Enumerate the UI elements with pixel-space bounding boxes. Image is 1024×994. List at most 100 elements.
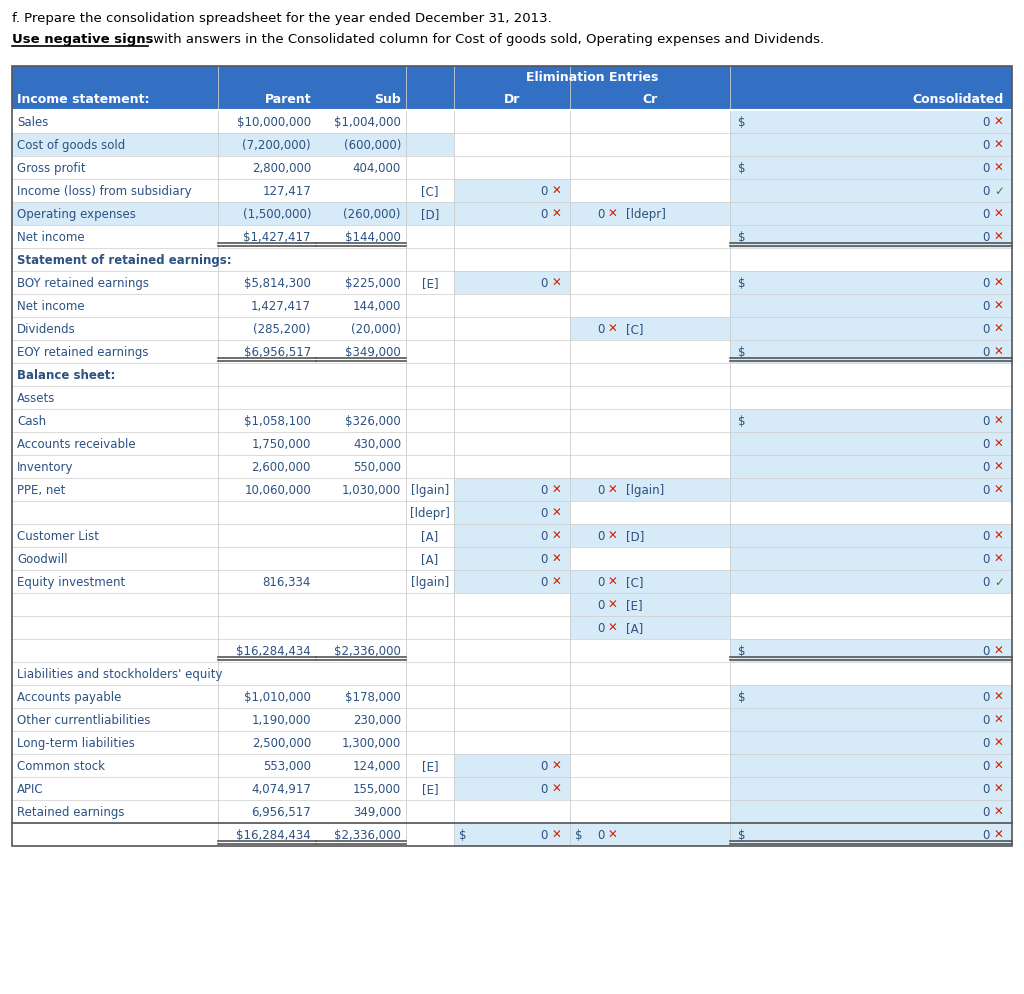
Bar — [454, 777, 570, 800]
Bar — [316, 226, 406, 248]
Text: 0: 0 — [541, 530, 548, 543]
Text: ✕: ✕ — [994, 323, 1004, 336]
Bar — [316, 111, 406, 134]
Text: 0: 0 — [541, 185, 548, 198]
Bar — [730, 777, 1012, 800]
Bar — [406, 525, 454, 548]
Text: 127,417: 127,417 — [262, 185, 311, 198]
Text: ✕: ✕ — [994, 553, 1004, 566]
Text: f. Prepare the consolidation spreadsheet for the year ended December 31, 2013.: f. Prepare the consolidation spreadsheet… — [12, 13, 552, 26]
Text: $: $ — [459, 828, 467, 841]
Text: 0: 0 — [983, 460, 990, 473]
Text: [C]: [C] — [626, 323, 643, 336]
Text: 430,000: 430,000 — [353, 437, 401, 450]
Bar — [570, 387, 730, 410]
Bar — [454, 502, 570, 525]
Bar — [406, 478, 454, 502]
Bar — [12, 571, 218, 593]
Text: 0: 0 — [983, 576, 990, 588]
Text: $: $ — [738, 690, 745, 704]
Text: 0: 0 — [983, 116, 990, 129]
Bar — [316, 203, 406, 226]
Bar — [12, 248, 218, 271]
Bar — [570, 823, 730, 846]
Bar — [730, 271, 1012, 294]
Bar — [316, 593, 406, 616]
Bar — [570, 502, 730, 525]
Text: [ldepr]: [ldepr] — [410, 507, 450, 520]
Bar — [316, 800, 406, 823]
Bar — [316, 777, 406, 800]
Bar — [12, 157, 218, 180]
Text: ✕: ✕ — [608, 576, 617, 588]
Text: 1,427,417: 1,427,417 — [251, 300, 311, 313]
Bar — [730, 800, 1012, 823]
Text: 2,600,000: 2,600,000 — [252, 460, 311, 473]
Bar — [570, 662, 730, 685]
Text: Accounts receivable: Accounts receivable — [17, 437, 135, 450]
Text: ✕: ✕ — [552, 276, 562, 289]
Bar — [730, 203, 1012, 226]
Text: ✕: ✕ — [552, 759, 562, 772]
Text: Income (loss) from subsidiary: Income (loss) from subsidiary — [17, 185, 191, 198]
Text: ✕: ✕ — [994, 782, 1004, 795]
Bar — [454, 134, 570, 157]
Bar — [316, 616, 406, 639]
Text: 6,956,517: 6,956,517 — [251, 805, 311, 818]
Bar — [12, 455, 218, 478]
Bar — [12, 134, 218, 157]
Text: 0: 0 — [983, 805, 990, 818]
Bar — [570, 157, 730, 180]
Bar — [218, 318, 316, 341]
Text: Consolidated: Consolidated — [912, 93, 1004, 106]
Bar — [570, 616, 730, 639]
Text: 0: 0 — [983, 828, 990, 841]
Bar — [12, 478, 218, 502]
Text: 0: 0 — [541, 507, 548, 520]
Bar — [12, 548, 218, 571]
Bar — [730, 387, 1012, 410]
Bar — [730, 525, 1012, 548]
Text: ✕: ✕ — [994, 644, 1004, 657]
Text: $10,000,000: $10,000,000 — [237, 116, 311, 129]
Bar — [454, 432, 570, 455]
Text: Gross profit: Gross profit — [17, 162, 86, 175]
Bar — [406, 111, 454, 134]
Bar — [730, 662, 1012, 685]
Bar — [12, 432, 218, 455]
Bar — [730, 709, 1012, 732]
Text: $: $ — [738, 116, 745, 129]
Bar — [218, 800, 316, 823]
Bar — [406, 616, 454, 639]
Bar — [730, 823, 1012, 846]
Text: $: $ — [575, 828, 583, 841]
Bar — [12, 67, 1012, 88]
Bar — [316, 709, 406, 732]
Bar — [218, 432, 316, 455]
Bar — [454, 294, 570, 318]
Text: [A]: [A] — [626, 621, 643, 634]
Bar — [454, 157, 570, 180]
Bar — [406, 203, 454, 226]
Text: Income statement:: Income statement: — [17, 93, 150, 106]
Bar — [730, 502, 1012, 525]
Bar — [218, 639, 316, 662]
Text: APIC: APIC — [17, 782, 44, 795]
Text: [D]: [D] — [421, 208, 439, 221]
Bar — [406, 709, 454, 732]
Bar — [454, 823, 570, 846]
Text: $6,956,517: $6,956,517 — [244, 346, 311, 359]
Text: 0: 0 — [983, 162, 990, 175]
Text: Common stock: Common stock — [17, 759, 105, 772]
Bar — [454, 685, 570, 709]
Text: ✕: ✕ — [552, 208, 562, 221]
Bar — [454, 318, 570, 341]
Text: (1,500,000): (1,500,000) — [243, 208, 311, 221]
Text: ✕: ✕ — [994, 437, 1004, 450]
Bar — [406, 777, 454, 800]
Text: [E]: [E] — [422, 782, 438, 795]
Text: $1,427,417: $1,427,417 — [244, 231, 311, 244]
Text: ✕: ✕ — [994, 460, 1004, 473]
Text: 0: 0 — [983, 483, 990, 496]
Text: 0: 0 — [983, 323, 990, 336]
